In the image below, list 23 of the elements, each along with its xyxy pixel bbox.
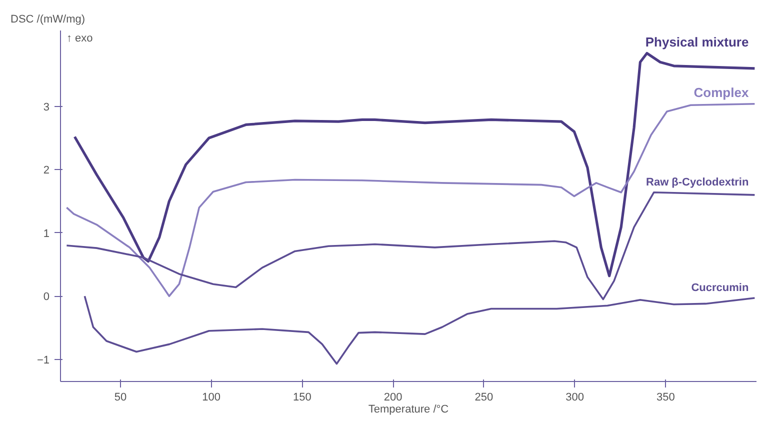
line-series: [66, 102, 756, 298]
line-series: [73, 52, 756, 278]
line-series: [84, 295, 756, 365]
x-tick-label: 300: [566, 392, 584, 404]
series-label: Cucrcumin: [691, 282, 749, 294]
series-label: Physical mixture: [645, 34, 749, 50]
y-tick-label: 3: [43, 101, 50, 114]
y-tick-label: 0: [43, 291, 50, 304]
series-label: Raw β-Cyclodextrin: [646, 176, 749, 188]
y-tick-label: 1: [43, 228, 50, 240]
line-series: [66, 192, 756, 300]
y-tick-label: 2: [43, 164, 50, 177]
x-tick-label: 150: [293, 392, 312, 404]
series-label: Complex: [694, 84, 750, 100]
x-tick-label: 50: [114, 392, 127, 404]
x-axis-title: Temperature /°C: [368, 404, 449, 416]
y-axis-title: DSC /(mW/mg): [10, 14, 86, 26]
x-tick-label: 200: [384, 392, 402, 404]
annotation: ↑ exo: [66, 32, 93, 44]
x-tick-label: 100: [202, 392, 221, 404]
x-tick-label: 250: [474, 392, 494, 404]
y-tick-label: −1: [36, 354, 50, 366]
x-tick-label: 350: [656, 392, 675, 404]
